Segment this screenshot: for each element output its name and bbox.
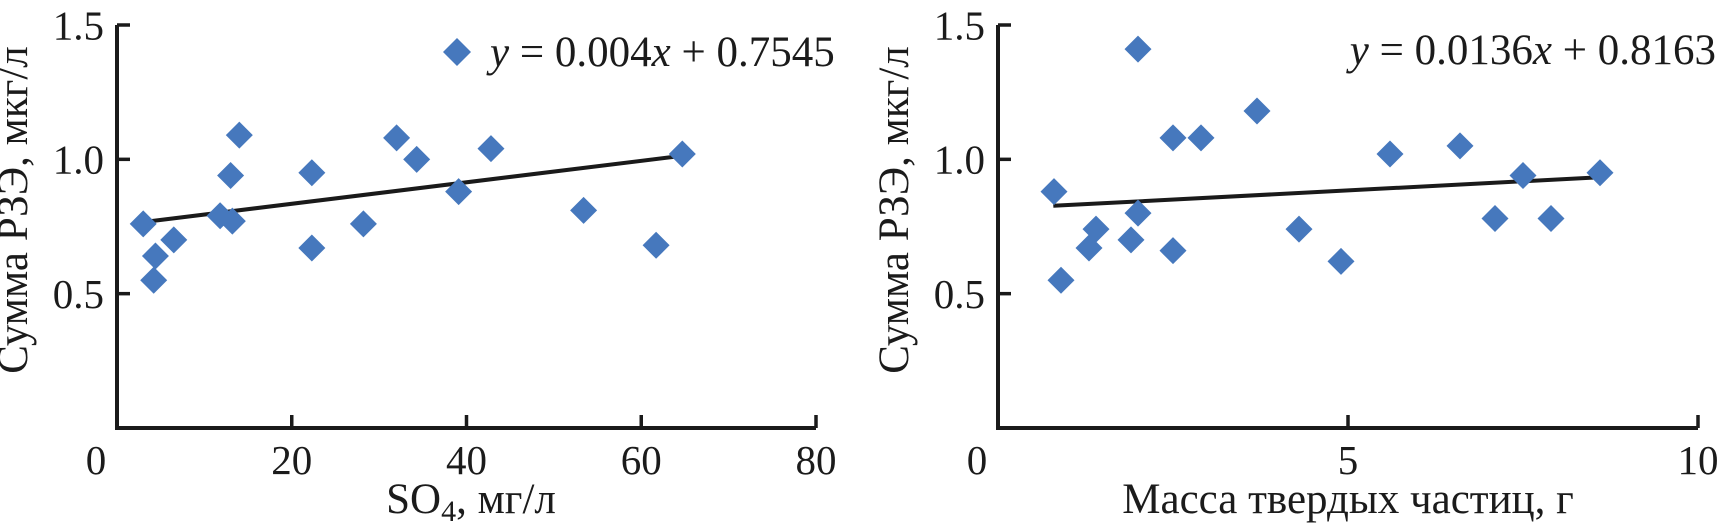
data-point <box>1481 204 1509 232</box>
y-tick-label: 1.0 <box>53 137 104 183</box>
data-point <box>1159 237 1187 265</box>
data-point <box>1159 124 1187 152</box>
data-point <box>1509 161 1537 189</box>
data-point <box>1040 178 1068 206</box>
x-tick-label: 10 <box>1678 437 1719 483</box>
data-point <box>570 196 598 224</box>
x-tick-label: 40 <box>446 437 487 483</box>
x-tick-label: 0 <box>967 437 988 483</box>
data-point <box>141 242 169 270</box>
data-point <box>477 135 505 163</box>
data-point <box>1124 35 1152 63</box>
legend-equation: y = 0.0136x + 0.8163 <box>1346 27 1716 74</box>
data-point <box>298 159 326 187</box>
data-point <box>1327 247 1355 275</box>
x-tick-label: 80 <box>796 437 837 483</box>
data-point <box>1187 124 1215 152</box>
y-tick-label: 1.0 <box>934 137 985 183</box>
data-point <box>1117 226 1145 254</box>
data-point <box>642 231 670 259</box>
x-axis-title: SO4, мг/л <box>386 476 556 528</box>
legend-equation: y = 0.004x + 0.7545 <box>486 29 835 76</box>
data-point <box>1124 199 1152 227</box>
y-axis-title: Сумма РЗЭ, мкг/л <box>871 46 918 374</box>
data-point <box>160 226 188 254</box>
data-point <box>140 266 168 294</box>
data-point <box>1285 215 1313 243</box>
y-tick-label: 1.5 <box>934 2 985 48</box>
legend-marker-icon <box>443 38 471 66</box>
data-point <box>668 140 696 168</box>
x-axis-title: Масса твердых частиц, г <box>1122 476 1573 523</box>
data-point <box>298 234 326 262</box>
x-tick-label: 5 <box>1338 437 1359 483</box>
x-tick-label: 60 <box>621 437 662 483</box>
data-point <box>1082 215 1110 243</box>
data-point <box>445 178 473 206</box>
data-point <box>217 161 245 189</box>
data-point <box>1047 266 1075 294</box>
data-point <box>383 124 411 152</box>
plot-so4: 0.5 1.0 1.5 0 20 40 60 80 Сумма РЗЭ, мкг/л SO4, м… <box>0 2 837 528</box>
data-point <box>1243 97 1271 125</box>
plot-mass: 0.5 1.0 1.5 0 5 10 Сумма РЗЭ, мкг/л Масса тверд… <box>871 2 1719 523</box>
data-point <box>129 210 157 238</box>
y-tick-label: 0.5 <box>53 271 104 317</box>
x-tick-label: 0 <box>86 437 107 483</box>
data-point <box>225 121 253 149</box>
data-point <box>218 207 246 235</box>
data-point <box>349 210 377 238</box>
data-point <box>1446 132 1474 160</box>
y-tick-label: 0.5 <box>934 271 985 317</box>
data-point <box>1376 140 1404 168</box>
y-axis-title: Сумма РЗЭ, мкг/л <box>0 46 37 374</box>
x-tick-label: 20 <box>271 437 312 483</box>
data-point <box>1586 159 1614 187</box>
trendline <box>1053 175 1601 208</box>
y-tick-label: 1.5 <box>53 2 104 48</box>
data-point <box>403 145 431 173</box>
data-point <box>1537 204 1565 232</box>
